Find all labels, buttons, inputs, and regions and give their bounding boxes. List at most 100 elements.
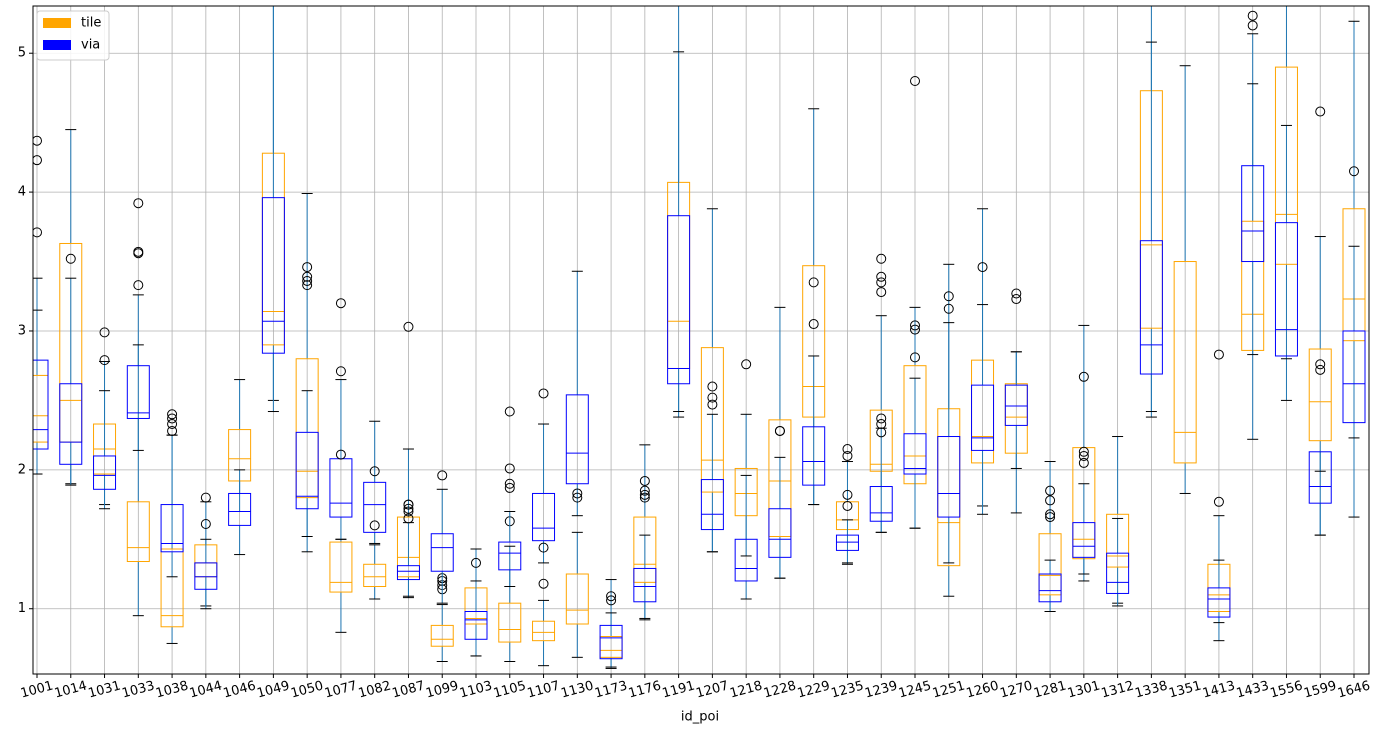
box: [363, 563, 387, 588]
x-tick-label: 1105: [492, 678, 528, 701]
x-tick-label: 1099: [424, 678, 460, 701]
x-tick-label: 1245: [897, 678, 933, 701]
flier: [943, 291, 954, 302]
flier: [774, 425, 785, 436]
box: [1106, 513, 1130, 568]
flier: [1078, 371, 1089, 382]
flier: [437, 470, 448, 481]
flier: [639, 489, 650, 500]
flier: [133, 280, 144, 291]
box: [126, 365, 150, 419]
box: [93, 455, 117, 490]
box: [1241, 165, 1265, 263]
x-tick-label: 1001: [19, 678, 55, 701]
flier: [639, 475, 650, 486]
flier: [65, 253, 76, 264]
flier: [369, 466, 380, 477]
y-tick-label: 3: [18, 323, 26, 338]
box: [33, 359, 49, 450]
x-tick-label: 1338: [1133, 678, 1169, 701]
box: [430, 624, 454, 647]
flier: [167, 413, 178, 424]
x-tick-label: 1038: [154, 678, 190, 701]
box: [1342, 208, 1366, 342]
x-tick-label: 1235: [830, 678, 866, 701]
box: [396, 516, 420, 578]
x-tick-label: 1239: [863, 678, 899, 701]
y-tick-label: 5: [18, 46, 26, 61]
flier: [504, 478, 515, 489]
flier: [876, 419, 887, 430]
box: [565, 573, 589, 625]
box: [768, 419, 792, 538]
box: [160, 548, 184, 628]
flier: [910, 324, 920, 335]
flier: [1045, 512, 1056, 523]
flier: [1213, 496, 1224, 507]
flier: [335, 366, 346, 377]
x-tick-label: 1103: [458, 678, 494, 701]
x-tick-label: 1049: [255, 678, 291, 701]
box: [565, 394, 589, 485]
flier: [1078, 457, 1089, 468]
x-axis-label: id_poi: [681, 710, 719, 725]
box: [1308, 348, 1332, 442]
x-tick-label: 1082: [357, 678, 393, 701]
flier: [707, 381, 718, 392]
flier: [133, 198, 144, 209]
box: [835, 534, 859, 551]
flier: [1045, 485, 1056, 496]
box: [734, 538, 758, 582]
flier: [876, 277, 887, 288]
flier: [302, 271, 313, 282]
grid: [33, 6, 1369, 674]
flier: [538, 542, 549, 553]
flier: [504, 463, 515, 474]
box: [126, 501, 150, 563]
flier: [977, 262, 988, 273]
flier: [302, 275, 313, 286]
box: [194, 562, 218, 590]
box: [228, 492, 252, 526]
flier: [1078, 446, 1089, 457]
flier: [1247, 10, 1258, 21]
flier: [335, 298, 346, 309]
x-tick-label: 1228: [762, 678, 798, 701]
box: [1004, 384, 1028, 426]
flier: [369, 520, 380, 531]
x-tick-label: 1351: [1167, 678, 1203, 701]
x-tick-label: 1014: [53, 678, 89, 701]
plot-area: [33, 6, 1366, 669]
flier: [876, 427, 887, 438]
box: [802, 426, 826, 486]
box: [295, 358, 319, 499]
box: [700, 479, 724, 531]
flier: [842, 500, 853, 511]
y-tick-label: 4: [18, 185, 26, 200]
flier: [1045, 495, 1056, 506]
box: [160, 504, 184, 553]
box: [768, 508, 792, 558]
flier: [808, 319, 819, 330]
flier: [808, 277, 819, 288]
flier: [1213, 349, 1224, 360]
flier: [403, 499, 414, 510]
flier: [572, 492, 583, 503]
flier: [403, 506, 414, 517]
flier: [1045, 509, 1056, 520]
x-tick-label: 1191: [661, 678, 697, 701]
box: [1207, 587, 1231, 618]
flier: [1349, 166, 1359, 177]
flier: [1315, 106, 1326, 117]
x-tick-label: 1281: [1032, 678, 1068, 701]
x-tick-label: 1433: [1235, 678, 1271, 701]
box: [1308, 451, 1332, 504]
flier: [200, 492, 211, 503]
flier: [572, 488, 583, 499]
x-tick-label: 1270: [998, 678, 1034, 701]
flier: [335, 449, 346, 460]
x-tick-label: 1556: [1269, 678, 1305, 701]
box: [633, 567, 657, 603]
flier: [842, 450, 853, 461]
